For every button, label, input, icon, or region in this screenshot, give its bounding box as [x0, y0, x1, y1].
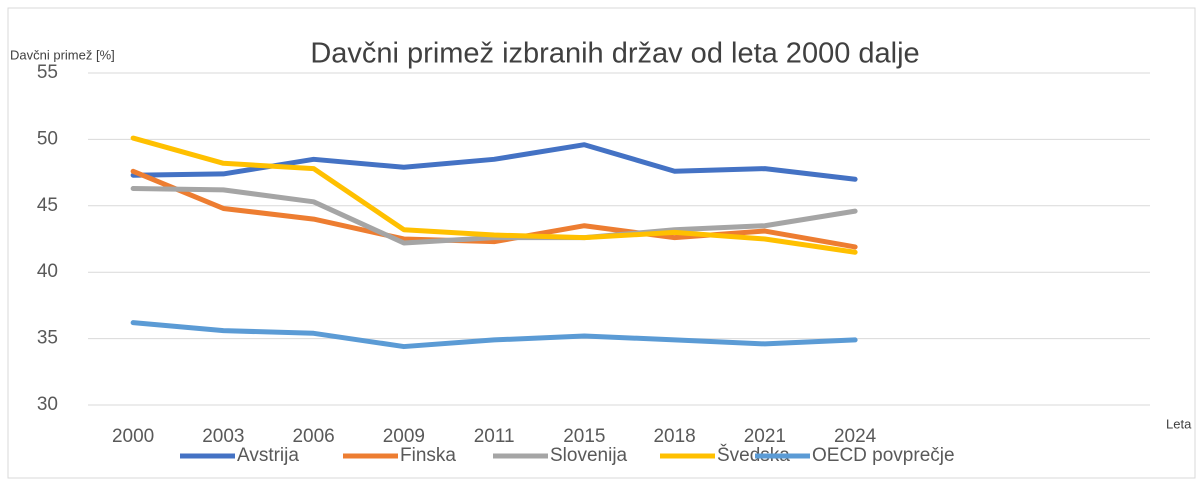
- x-tick-label: 2006: [292, 426, 334, 447]
- series-line: [130, 186, 858, 246]
- chart-frame: [7, 7, 1196, 479]
- x-tick-label: 2003: [202, 426, 244, 447]
- y-axis-label: Davčni primež [%]: [10, 47, 115, 62]
- y-tick-label: 40: [37, 261, 58, 282]
- legend-label: OECD povprečje: [812, 445, 955, 466]
- x-tick-label: 2021: [744, 426, 786, 447]
- x-axis-label: Leta: [1166, 416, 1192, 431]
- legend-label: Avstrija: [237, 445, 299, 466]
- legend-label: Finska: [400, 445, 456, 466]
- y-tick-label: 55: [37, 62, 58, 83]
- series-line: [130, 320, 858, 350]
- x-tick-label: 2018: [653, 426, 695, 447]
- series-line: [130, 168, 858, 250]
- y-tick-label: 50: [37, 128, 58, 149]
- series-line: [130, 135, 858, 255]
- chart-title: Davčni primež izbranih držav od leta 200…: [310, 38, 919, 70]
- y-tick-label: 30: [37, 394, 58, 415]
- legend-label: Švedska: [717, 444, 790, 466]
- x-tick-label: 2009: [383, 426, 425, 447]
- legend-label: Slovenija: [550, 445, 628, 466]
- series-line: [130, 142, 858, 182]
- x-tick-label: 2024: [834, 426, 877, 447]
- x-tick-label: 2011: [474, 426, 515, 447]
- x-tick-label: 2000: [112, 426, 154, 447]
- y-tick-label: 45: [37, 195, 58, 216]
- y-tick-label: 35: [37, 328, 58, 349]
- x-tick-label: 2015: [563, 426, 605, 447]
